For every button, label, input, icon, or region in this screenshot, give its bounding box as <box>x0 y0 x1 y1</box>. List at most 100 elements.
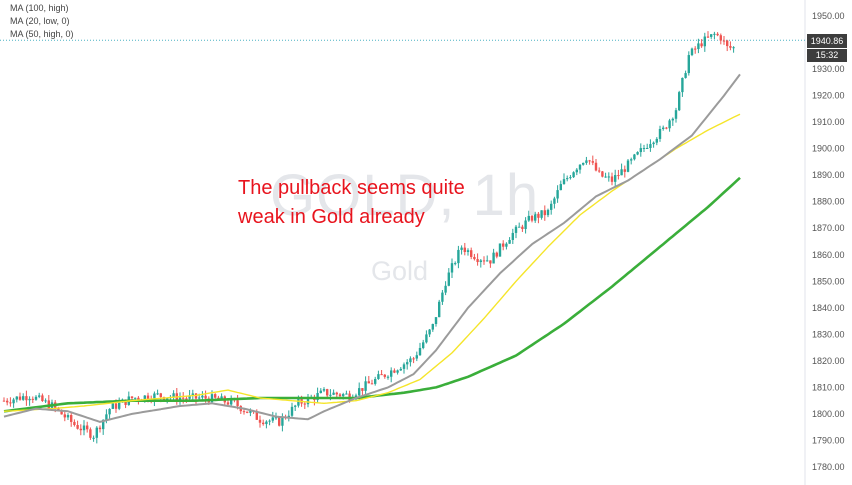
candle-body <box>204 395 207 399</box>
candle-body <box>610 176 614 182</box>
candle-body <box>146 395 150 400</box>
candle-body <box>530 215 534 221</box>
last-price-label: 1940.86 <box>807 34 847 48</box>
candle-body <box>18 396 22 400</box>
y-tick-label: 1860.00 <box>812 250 845 260</box>
candle-body <box>409 358 412 363</box>
candle-body <box>278 417 281 426</box>
candle-body <box>626 160 630 172</box>
candle-body <box>710 34 713 37</box>
candle-body <box>594 162 598 171</box>
candle-body <box>521 226 524 230</box>
y-tick-label: 1880.00 <box>812 197 845 207</box>
candle-body <box>569 177 572 179</box>
candle-body <box>511 232 514 240</box>
candle-body <box>473 256 476 260</box>
candle-body <box>630 159 633 161</box>
candle-body <box>431 324 434 330</box>
candle-body <box>210 394 214 403</box>
candle-body <box>434 317 438 325</box>
candle-body <box>358 388 361 396</box>
legend-ma100[interactable]: MA (100, high) <box>10 3 69 13</box>
candle-body <box>31 398 34 400</box>
candle-body <box>134 397 137 399</box>
candle-body <box>697 43 700 50</box>
candle-body <box>620 169 623 176</box>
candle-body <box>322 389 326 391</box>
candle-body <box>671 118 674 121</box>
legend-ma50[interactable]: MA (50, high, 0) <box>10 29 74 39</box>
candle-body <box>303 403 306 405</box>
y-tick-label: 1840.00 <box>812 303 845 313</box>
candle-body <box>454 263 457 265</box>
candle-body <box>662 127 665 130</box>
candle-body <box>722 40 726 42</box>
candle-body <box>246 411 249 413</box>
candle-body <box>182 397 185 399</box>
candle-body <box>92 437 95 439</box>
candle-body <box>34 396 38 400</box>
y-tick-label: 1820.00 <box>812 356 845 366</box>
candle-body <box>44 400 47 402</box>
annotation-line-1: The pullback seems quite <box>238 177 465 199</box>
candle-body <box>534 213 537 221</box>
candle-body <box>678 92 681 111</box>
ma50-line <box>3 113 741 412</box>
candle-body <box>591 161 594 163</box>
candle-body <box>159 393 162 398</box>
candle-body <box>658 129 662 139</box>
indicator-legend: MA (100, high) MA (20, low, 0) MA (50, h… <box>10 2 74 41</box>
candle-body <box>588 160 591 162</box>
candle-body <box>642 148 646 150</box>
candle-body <box>543 210 546 216</box>
candle-body <box>66 415 70 418</box>
candle-body <box>60 409 63 415</box>
candle-body <box>668 120 671 129</box>
candle-body <box>489 260 492 264</box>
candle-body <box>422 342 425 348</box>
candle-body <box>562 179 566 185</box>
candle-body <box>95 427 98 438</box>
annotation-line-2: weak in Gold already <box>238 206 425 228</box>
candle-body <box>290 406 294 416</box>
candle-body <box>70 415 73 422</box>
candle-body <box>15 396 18 400</box>
candle-body <box>226 402 230 405</box>
candle-body <box>492 252 495 264</box>
candle-body <box>396 370 399 373</box>
candle-body <box>546 209 550 216</box>
candle-body <box>665 127 668 129</box>
candle-body <box>450 263 454 273</box>
candle-body <box>550 203 553 210</box>
candle-body <box>63 414 66 418</box>
candle-body <box>255 411 258 420</box>
candle-body <box>425 334 428 343</box>
candle-body <box>102 419 105 430</box>
candle-body <box>9 402 12 404</box>
legend-ma20[interactable]: MA (20, low, 0) <box>10 16 70 26</box>
candle-body <box>79 428 82 431</box>
candle-body <box>470 250 473 257</box>
y-tick-label: 1920.00 <box>812 91 845 101</box>
candle-body <box>326 389 329 396</box>
candle-body <box>380 374 383 376</box>
candle-body <box>82 425 86 431</box>
candle-body <box>338 394 342 397</box>
candle-body <box>156 393 159 395</box>
candle-body <box>172 393 175 398</box>
candle-body <box>12 399 15 404</box>
candle-body <box>556 190 559 199</box>
candle-body <box>716 33 719 36</box>
candle-body <box>249 411 252 413</box>
candle-body <box>268 420 271 422</box>
candle-body <box>726 40 729 47</box>
candle-body <box>633 154 636 160</box>
candle-body <box>198 397 201 399</box>
candle-body <box>118 402 121 409</box>
candle-body <box>498 243 502 257</box>
candle-body <box>479 260 482 263</box>
candle-body <box>89 429 92 438</box>
candle-body <box>258 419 262 423</box>
candle-body <box>681 77 684 93</box>
